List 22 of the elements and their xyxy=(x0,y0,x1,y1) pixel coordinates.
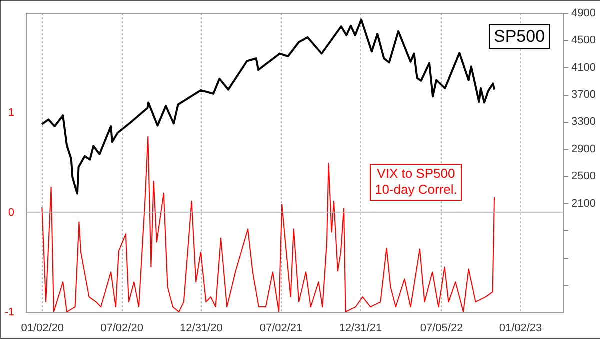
x-tick-label: 12/31/20 xyxy=(180,322,223,334)
y2-tick-label: 2100 xyxy=(572,198,596,210)
x-tick-label: 07/02/21 xyxy=(260,322,303,334)
y-tick-label: -1 xyxy=(4,306,14,318)
y2-tick-label: 4500 xyxy=(572,34,596,47)
y2-tick-label: 4100 xyxy=(572,62,596,74)
y2-tick-label: 2900 xyxy=(572,143,596,156)
y2-tick-label: 4900 xyxy=(572,8,596,20)
x-tick-label: 12/31/21 xyxy=(339,322,382,334)
line-series xyxy=(42,136,496,312)
y-tick-label: 1 xyxy=(8,107,14,120)
x-tick-label: 07/05/22 xyxy=(420,322,464,334)
series-label: SP500 xyxy=(489,24,550,50)
y-tick-label: 0 xyxy=(8,206,14,219)
y2-tick-label: 2500 xyxy=(572,170,596,183)
y2-tick-label: 3700 xyxy=(572,89,596,102)
x-tick-label: 07/02/20 xyxy=(100,322,144,334)
line-series xyxy=(41,18,496,195)
x-tick-label: 01/02/20 xyxy=(21,322,64,334)
text: VIX to SP500 10-day Correl. xyxy=(370,164,462,200)
x-tick-label: 01/02/23 xyxy=(499,322,542,334)
y2-tick-label: 3300 xyxy=(572,116,596,128)
